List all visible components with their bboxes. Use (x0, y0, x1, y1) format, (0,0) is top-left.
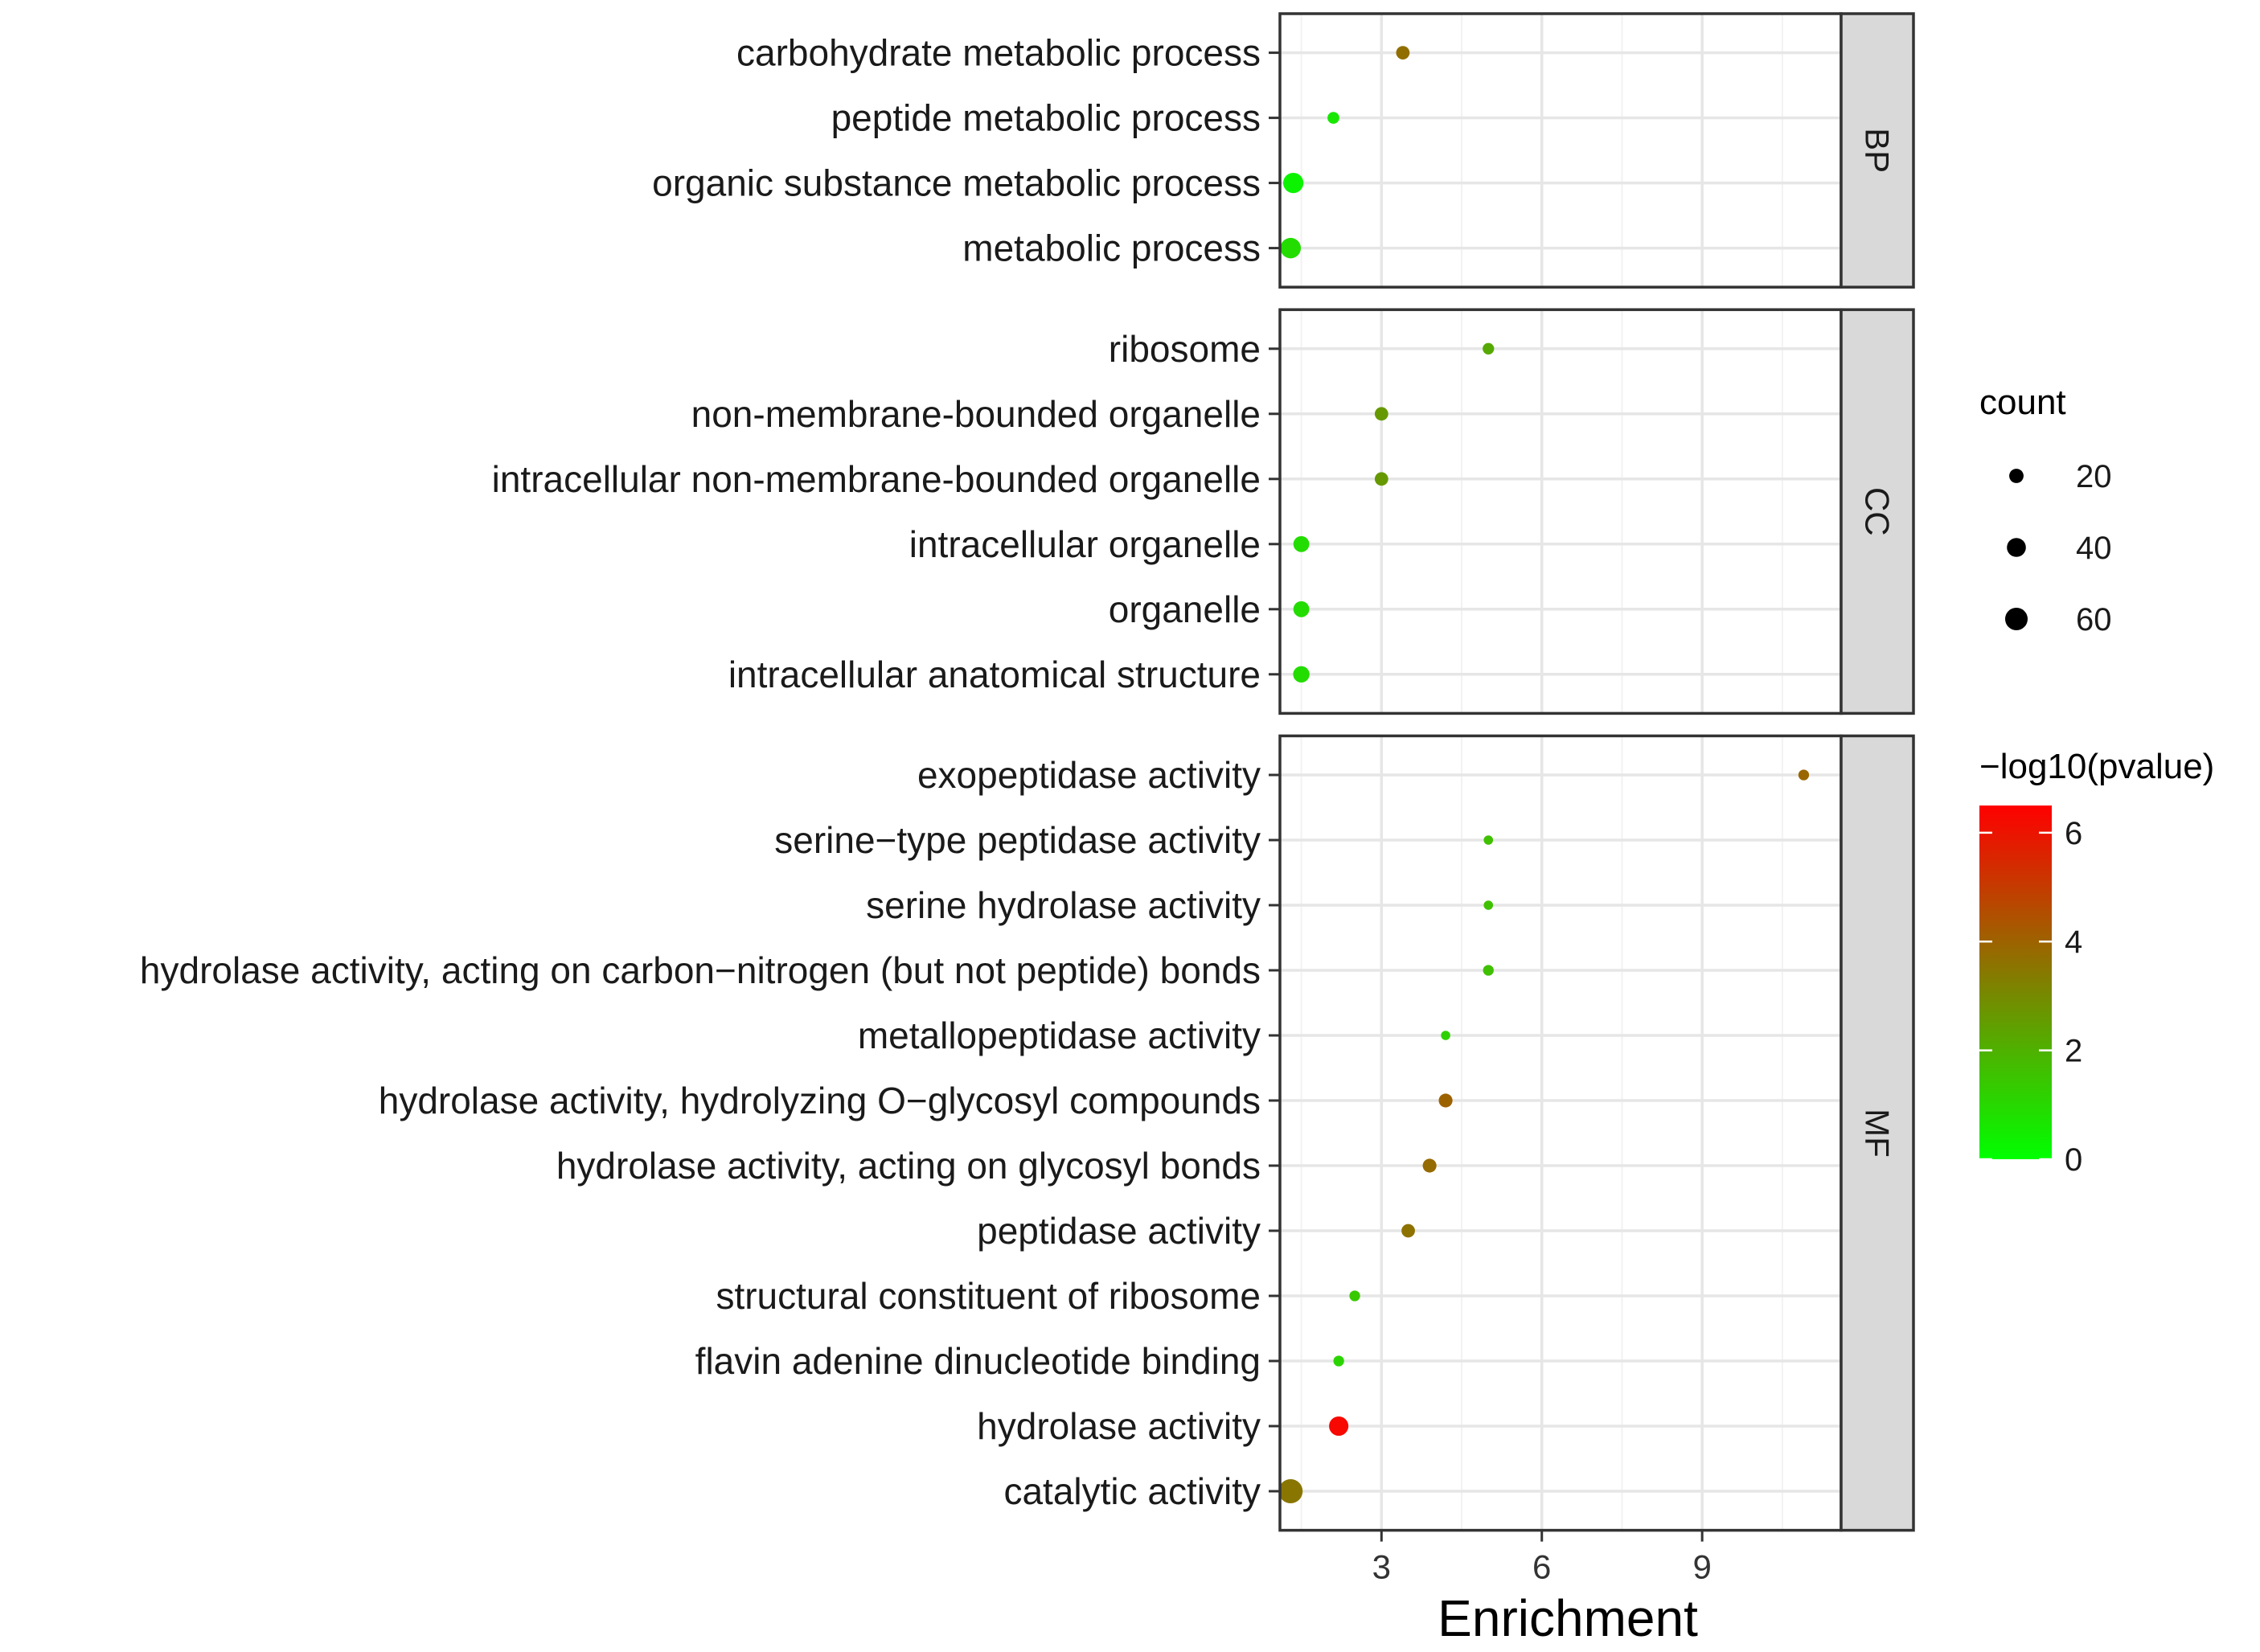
color-legend-bar (1979, 806, 2052, 1159)
panel-background (1280, 14, 1841, 288)
x-axis: 3 6 9 (1372, 1530, 1712, 1586)
size-legend-key (2009, 469, 2024, 483)
y-tick-label: hydrolase activity, acting on carbon−nit… (140, 949, 1261, 991)
y-tick-label: carbohydrate metabolic process (736, 32, 1261, 74)
y-tick-label: peptide metabolic process (831, 97, 1261, 139)
size-legend-key (2004, 607, 2028, 631)
data-point (1798, 769, 1810, 781)
x-axis-title: Enrichment (1438, 1589, 1698, 1647)
y-tick-label: flavin adenine dinucleotide binding (695, 1340, 1261, 1382)
data-point (1278, 1479, 1303, 1503)
y-tick-label: structural constituent of ribosome (716, 1275, 1261, 1317)
data-point (1401, 1224, 1415, 1238)
data-point (1349, 1290, 1360, 1302)
color-legend-label: 0 (2065, 1142, 2082, 1178)
size-legend-key (2007, 538, 2026, 557)
y-tick-label: metabolic process (962, 228, 1261, 269)
facet-strip (1840, 734, 1915, 1532)
data-point (1438, 1093, 1453, 1108)
data-point (1293, 535, 1310, 552)
data-point (1483, 965, 1494, 976)
x-tick-label: 3 (1372, 1548, 1391, 1586)
panel-background (1280, 736, 1841, 1531)
data-point (1422, 1158, 1437, 1173)
data-point (1441, 1031, 1450, 1040)
data-point (1280, 237, 1302, 259)
data-point (1396, 46, 1410, 59)
data-point (1293, 666, 1310, 683)
y-tick-label: organelle (1109, 588, 1261, 630)
panel-background (1280, 309, 1841, 714)
facet-strip-label: BP (1859, 128, 1897, 173)
y-tick-label: intracellular organelle (909, 523, 1261, 565)
y-tick-label: serine−type peptidase activity (774, 819, 1261, 861)
data-point (1483, 900, 1494, 910)
panels-layer: carbohydrate metabolic process peptide me… (140, 12, 1915, 1532)
y-tick-label: ribosome (1109, 328, 1261, 370)
color-legend-label: 4 (2065, 924, 2082, 960)
data-point (1483, 342, 1495, 355)
y-tick-label: metallopeptidase activity (858, 1015, 1261, 1056)
panel-mf: exopeptidase activity serine−type peptida… (140, 734, 1915, 1532)
color-legend-label: 6 (2065, 816, 2082, 851)
y-tick-label: exopeptidase activity (917, 754, 1261, 796)
y-tick-label: intracellular anatomical structure (728, 654, 1261, 695)
y-tick-label: hydrolase activity (977, 1405, 1261, 1447)
y-tick-label: intracellular non-membrane-bounded organ… (492, 458, 1261, 500)
y-tick-label: hydrolase activity, hydrolyzing O−glycos… (379, 1080, 1261, 1121)
facet-strip-label: CC (1859, 487, 1897, 536)
data-point (1327, 112, 1339, 124)
panel-cc: ribosome non-membrane-bounded organelle in… (492, 308, 1915, 715)
y-tick-label: serine hydrolase activity (866, 884, 1261, 926)
data-point (1483, 835, 1494, 845)
y-tick-label: non-membrane-bounded organelle (691, 393, 1261, 435)
y-tick-label: peptidase activity (977, 1210, 1261, 1252)
size-legend-title: count (1979, 383, 2066, 422)
facet-strip-label: MF (1859, 1109, 1897, 1158)
y-tick-label: hydrolase activity, acting on glycosyl b… (556, 1145, 1261, 1187)
color-legend-label: 2 (2065, 1034, 2082, 1069)
y-tick-label: catalytic activity (1003, 1470, 1261, 1512)
facet-strip (1840, 12, 1915, 289)
color-legend-title: −log10(pvalue) (1979, 747, 2214, 786)
data-point (1374, 407, 1388, 421)
y-tick-label: organic substance metabolic process (652, 162, 1261, 204)
facet-strip (1840, 308, 1915, 715)
size-legend-label: 20 (2076, 459, 2112, 494)
data-point (1329, 1416, 1349, 1437)
color-legend: −log10(pvalue) 0 2 4 6 (1979, 747, 2214, 1178)
panel-bp: carbohydrate metabolic process peptide me… (652, 12, 1915, 289)
size-legend: count 20 40 60 (1979, 383, 2112, 637)
x-tick-label: 6 (1532, 1548, 1551, 1586)
x-tick-label: 9 (1692, 1548, 1711, 1586)
data-point (1282, 172, 1304, 194)
size-legend-label: 60 (2076, 602, 2112, 637)
data-point (1333, 1355, 1344, 1367)
data-point (1293, 601, 1310, 617)
data-point (1374, 472, 1388, 486)
size-legend-label: 40 (2076, 531, 2112, 566)
